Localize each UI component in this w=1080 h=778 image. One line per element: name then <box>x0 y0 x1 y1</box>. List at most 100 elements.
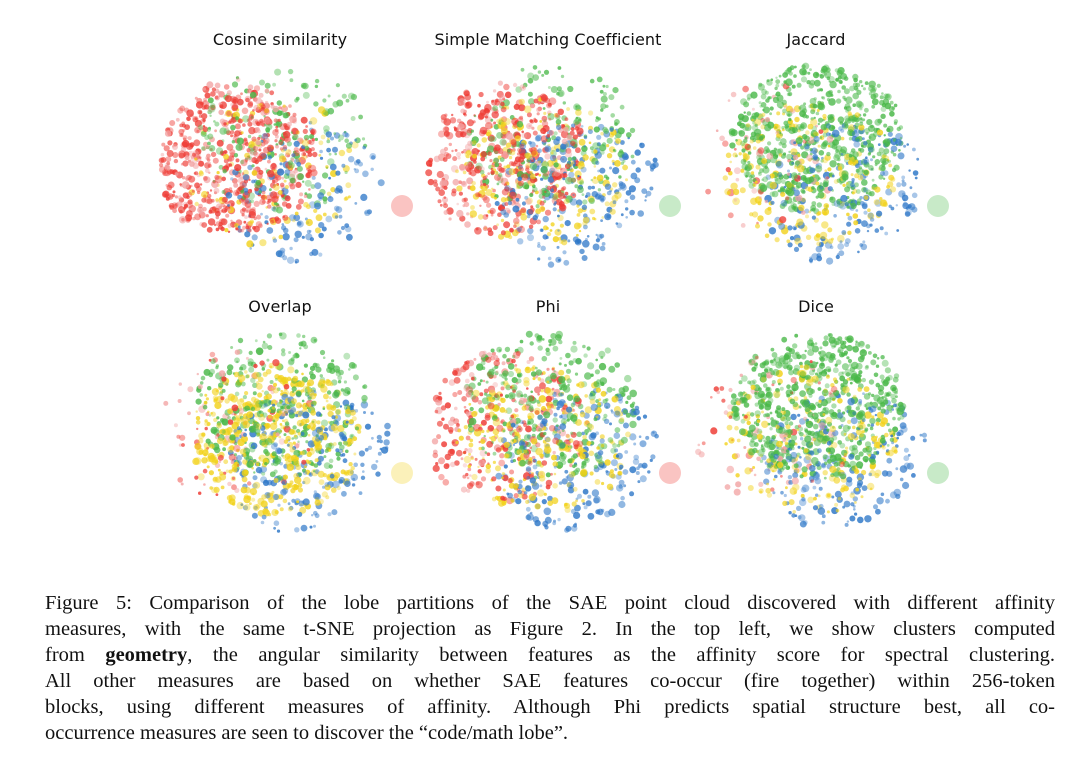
scatter-point <box>188 143 194 149</box>
scatter-point <box>569 130 575 136</box>
scatter-point <box>896 229 900 232</box>
scatter-point <box>271 406 275 410</box>
scatter-point <box>177 399 182 403</box>
scatter-point <box>793 246 800 252</box>
scatter-point <box>319 374 323 378</box>
scatter-point <box>486 452 491 456</box>
scatter-point <box>735 139 738 142</box>
scatter-point <box>529 192 534 198</box>
scatter-point <box>178 382 182 386</box>
scatter-point <box>296 442 301 446</box>
scatter-point <box>241 172 245 176</box>
scatter-point <box>196 372 199 376</box>
scatter-point <box>356 159 361 164</box>
scatter-point <box>533 98 539 104</box>
scatter-point <box>164 130 172 137</box>
scatter-point <box>881 154 887 159</box>
scatter-point <box>525 466 532 472</box>
scatter-point <box>452 156 458 162</box>
scatter-point <box>205 438 211 444</box>
scatter-point <box>516 185 520 190</box>
scatter-point <box>868 191 873 197</box>
scatter-point <box>530 149 537 156</box>
scatter-point <box>787 183 794 190</box>
scatter-point <box>520 213 528 221</box>
scatter-point <box>285 435 291 442</box>
scatter-point <box>302 468 307 473</box>
scatter-point <box>530 103 535 108</box>
scatter-point <box>159 163 164 168</box>
scatter-point <box>362 170 369 178</box>
code-math-lobe-marker <box>659 195 681 217</box>
scatter-point <box>621 392 626 397</box>
scatter-point <box>575 116 579 120</box>
scatter-point <box>346 147 353 154</box>
scatter-point <box>541 73 545 77</box>
scatter-point <box>264 117 271 124</box>
scatter-point <box>524 184 530 190</box>
scatter-point <box>525 330 533 338</box>
scatter-point <box>569 168 574 173</box>
scatter-point <box>619 464 624 469</box>
scatter-point <box>227 500 232 504</box>
scatter-point <box>226 143 234 151</box>
scatter-point <box>187 411 191 416</box>
scatter-point <box>869 217 875 222</box>
scatter-point <box>338 431 344 437</box>
scatter-point <box>199 393 203 397</box>
scatter-point <box>563 198 570 205</box>
scatter-point <box>521 140 527 146</box>
scatter-point <box>354 409 359 413</box>
scatter-point <box>872 131 879 137</box>
scatter-point <box>583 505 588 510</box>
scatter-point <box>831 202 836 206</box>
scatter-point <box>307 139 312 145</box>
scatter-point <box>300 116 308 124</box>
scatter-point <box>261 199 266 204</box>
scatter-point <box>317 106 326 114</box>
scatter-point <box>475 162 483 170</box>
scatter-point <box>587 494 592 499</box>
scatter-point <box>789 108 796 114</box>
scatter-point <box>282 112 289 119</box>
scatter-point <box>823 71 832 79</box>
scatter-point <box>297 380 305 388</box>
scatter-point <box>868 151 872 155</box>
scatter-point <box>862 87 866 91</box>
scatter-point <box>350 93 357 101</box>
scatter-point <box>235 158 240 163</box>
scatter-point <box>725 167 731 173</box>
scatter-point <box>527 91 533 97</box>
scatter-point <box>514 400 517 403</box>
scatter-point <box>589 146 594 150</box>
scatter-point <box>460 108 466 114</box>
scatter-point <box>265 133 270 138</box>
scatter-point <box>809 167 816 174</box>
scatter-point <box>512 205 520 213</box>
scatter-point <box>244 201 252 208</box>
scatter-point <box>244 156 250 162</box>
scatter-point <box>242 432 248 437</box>
scatter-point <box>645 435 650 440</box>
scatter-point <box>912 147 916 152</box>
scatter-point <box>278 438 286 445</box>
scatter-point <box>303 465 307 469</box>
scatter-point <box>266 227 274 234</box>
scatter-point <box>486 202 492 208</box>
scatter-point <box>370 167 374 171</box>
scatter-point <box>172 190 176 194</box>
scatter-point <box>541 355 548 362</box>
scatter-point <box>208 171 211 174</box>
scatter-point <box>324 448 329 453</box>
scatter-point <box>202 126 209 133</box>
scatter-point <box>178 216 187 224</box>
scatter-point <box>329 163 337 171</box>
scatter-point <box>483 196 490 204</box>
scatter-point <box>569 198 578 206</box>
scatter-point <box>813 155 818 161</box>
scatter-point <box>584 238 588 241</box>
scatter-point <box>267 435 275 444</box>
scatter-point <box>462 463 468 468</box>
scatter-point <box>629 127 636 134</box>
scatter-plot <box>163 332 413 533</box>
